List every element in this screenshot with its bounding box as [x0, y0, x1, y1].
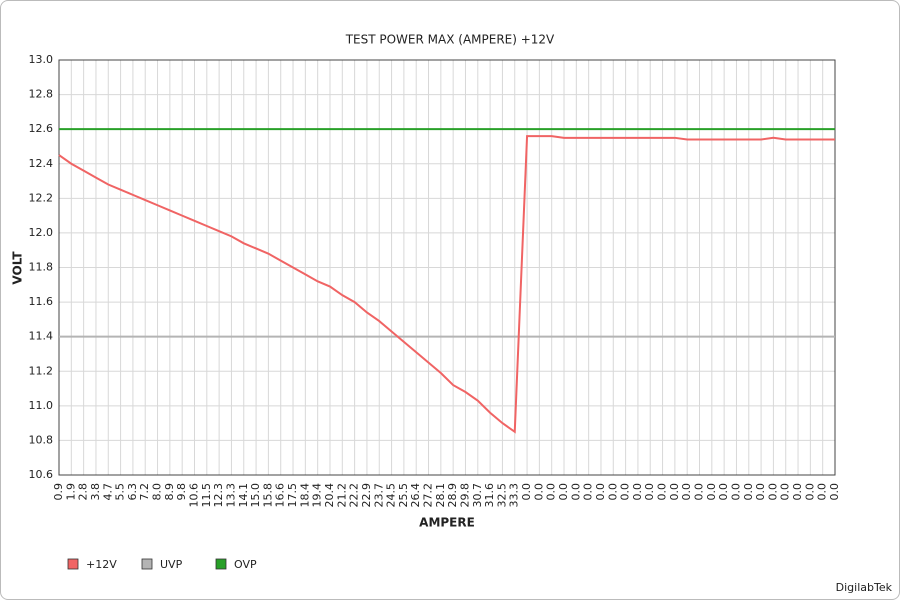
y-tick-label: 10.6 — [29, 468, 54, 481]
x-axis-title: AMPERE — [419, 516, 475, 530]
x-tick-label: 0.0 — [594, 483, 607, 501]
x-tick-label: 0.9 — [52, 483, 65, 501]
x-tick-label: 12.3 — [212, 483, 225, 508]
x-tick-label: 0.0 — [557, 483, 570, 501]
x-tick-label: 33.3 — [508, 483, 521, 508]
legend-label: +12V — [86, 558, 117, 571]
x-tick-label: 0.0 — [668, 483, 681, 501]
legend-swatch — [67, 558, 79, 570]
x-tick-label: 0.0 — [791, 483, 804, 501]
x-tick-label: 1.9 — [64, 483, 77, 501]
x-tick-label: 20.4 — [323, 483, 336, 508]
x-tick-label: 21.2 — [335, 483, 348, 508]
y-tick-label: 12.8 — [29, 88, 54, 101]
x-tick-label: 17.5 — [286, 483, 299, 508]
y-tick-label: 11.6 — [29, 295, 54, 308]
legend-label: UVP — [160, 558, 183, 571]
x-tick-label: 9.8 — [175, 483, 188, 501]
y-tick-label: 11.2 — [29, 364, 54, 377]
x-tick-label: 22.9 — [360, 483, 373, 508]
y-tick-label: 12.6 — [29, 122, 54, 135]
legend-swatch — [141, 558, 153, 570]
x-tick-label: 26.4 — [409, 483, 422, 508]
x-tick-label: 11.5 — [200, 483, 213, 508]
x-tick-label: 23.7 — [372, 483, 385, 508]
x-tick-label: 0.0 — [729, 483, 742, 501]
legend-swatch — [215, 558, 227, 570]
x-tick-label: 27.2 — [422, 483, 435, 508]
x-tick-label: 25.5 — [397, 483, 410, 508]
x-tick-label: 22.2 — [348, 483, 361, 508]
x-tick-label: 0.0 — [582, 483, 595, 501]
x-tick-label: 30.7 — [471, 483, 484, 508]
y-tick-label: 11.4 — [29, 330, 54, 343]
x-tick-label: 0.0 — [754, 483, 767, 501]
x-tick-label: 0.0 — [619, 483, 632, 501]
x-tick-label: 13.3 — [224, 483, 237, 508]
x-tick-label: 0.0 — [766, 483, 779, 501]
x-tick-label: 0.0 — [680, 483, 693, 501]
x-tick-label: 0.0 — [803, 483, 816, 501]
x-tick-label: 0.0 — [779, 483, 792, 501]
x-tick-label: 0.0 — [705, 483, 718, 501]
x-tick-label: 0.0 — [606, 483, 619, 501]
x-tick-label: 10.6 — [187, 483, 200, 508]
x-tick-label: 0.0 — [569, 483, 582, 501]
y-tick-label: 13.0 — [29, 53, 54, 66]
y-tick-label: 12.4 — [29, 157, 54, 170]
x-tick-label: 28.1 — [434, 483, 447, 508]
x-tick-label: 19.4 — [311, 483, 324, 508]
x-tick-label: 0.0 — [693, 483, 706, 501]
x-tick-label: 32.5 — [495, 483, 508, 508]
x-tick-label: 7.2 — [138, 483, 151, 501]
y-tick-label: 12.2 — [29, 191, 54, 204]
x-tick-label: 0.0 — [742, 483, 755, 501]
x-tick-label: 2.8 — [77, 483, 90, 501]
x-tick-label: 0.0 — [816, 483, 829, 501]
x-tick-label: 3.8 — [89, 483, 102, 501]
plot-border — [58, 59, 836, 476]
watermark: DigilabTek — [836, 581, 893, 594]
x-tick-label: 0.0 — [656, 483, 669, 501]
x-tick-label: 0.0 — [643, 483, 656, 501]
x-tick-label: 8.9 — [163, 483, 176, 501]
x-tick-label: 0.0 — [631, 483, 644, 501]
x-tick-label: 14.1 — [237, 483, 250, 508]
x-tick-label: 29.8 — [458, 483, 471, 508]
y-axis-title: VOLT — [11, 251, 25, 285]
x-tick-label: 8.0 — [151, 483, 164, 501]
x-tick-label: 0.0 — [520, 483, 533, 501]
chart-title: TEST POWER MAX (AMPERE) +12V — [345, 33, 555, 47]
x-tick-label: 15.8 — [261, 483, 274, 508]
x-tick-label: 0.0 — [545, 483, 558, 501]
x-tick-label: 0.0 — [828, 483, 841, 501]
x-tick-label: 6.3 — [126, 483, 139, 501]
x-tick-label: 4.7 — [101, 483, 114, 501]
x-tick-label: 5.5 — [114, 483, 127, 501]
series-line — [58, 135, 835, 434]
x-tick-label: 24.5 — [385, 483, 398, 508]
x-tick-label: 28.9 — [446, 483, 459, 508]
y-tick-label: 10.8 — [29, 433, 54, 446]
y-tick-label: 11.8 — [29, 261, 54, 274]
x-tick-label: 0.0 — [717, 483, 730, 501]
y-tick-label: 11.0 — [29, 399, 54, 412]
x-tick-label: 31.6 — [483, 483, 496, 508]
y-tick-label: 12.0 — [29, 226, 54, 239]
legend-label: OVP — [234, 558, 257, 571]
x-tick-label: 0.0 — [532, 483, 545, 501]
x-tick-label: 15.0 — [249, 483, 262, 508]
x-tick-label: 16.6 — [274, 483, 287, 508]
x-tick-label: 18.4 — [298, 483, 311, 508]
